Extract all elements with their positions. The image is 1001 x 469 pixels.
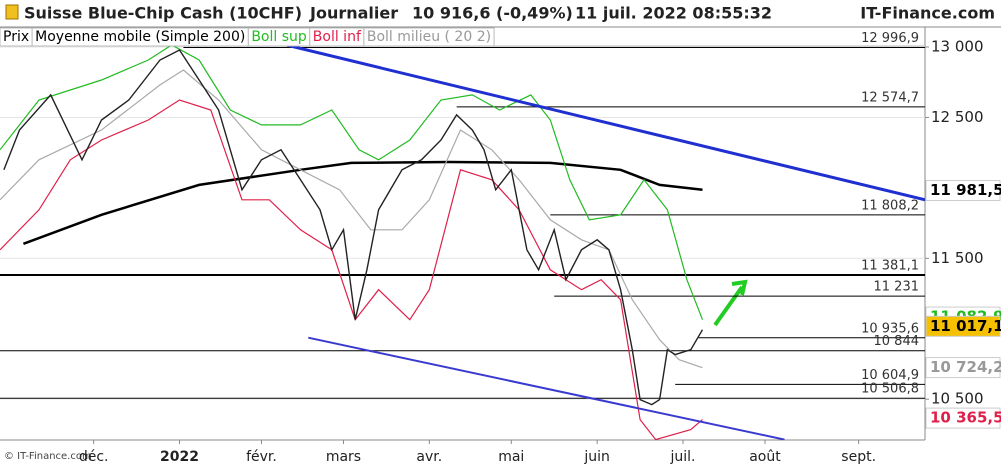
- price-tag: [925, 315, 1001, 337]
- series-line: [22, 160, 703, 245]
- quote: 10 916,6 (-0,49%): [412, 4, 573, 23]
- level-label: 11 231: [874, 280, 920, 295]
- footer: © IT-Finance.com: [4, 451, 92, 462]
- x-tick-label: juin: [583, 449, 610, 465]
- price-line: [3, 49, 704, 406]
- level-label: 12 996,9: [861, 31, 919, 46]
- price-tag: [925, 357, 1001, 379]
- trendline: [308, 336, 785, 440]
- price-tag-label: 10 724,2: [930, 358, 1001, 376]
- x-tick-label: juil.: [670, 449, 696, 465]
- level-label: 10 604,9: [861, 368, 919, 383]
- y-tick-label: 13 000: [931, 38, 984, 56]
- period: Journalier: [309, 4, 398, 23]
- series-line: [0, 69, 703, 369]
- legend-label: Boll inf: [313, 29, 362, 45]
- price-tag-label: 10 365,5: [930, 409, 1001, 427]
- x-tick-label: août: [749, 449, 781, 465]
- price-tag: [925, 407, 1001, 429]
- y-tick-label: 12 500: [931, 108, 984, 126]
- logo: [5, 4, 19, 20]
- level-label: 10 935,6: [861, 321, 919, 336]
- level-label: 10 844: [874, 334, 920, 349]
- series-line: [0, 99, 703, 440]
- price-tag-label: 11 017,1: [930, 317, 1001, 335]
- level-label: 10 506,8: [861, 382, 919, 397]
- legend-label: Boll milieu ( 20 2): [367, 29, 491, 45]
- trendline: [209, 28, 925, 202]
- legend-box: [363, 27, 495, 47]
- x-tick-label: avr.: [416, 449, 442, 465]
- legend-label: Moyenne mobile (Simple 200): [35, 29, 245, 45]
- arrow: [713, 279, 748, 327]
- level-label: 12 574,7: [861, 90, 919, 105]
- legend-label: Prix: [3, 29, 29, 45]
- y-tick-label: 10 500: [931, 390, 984, 408]
- level-label: 11 808,2: [861, 198, 919, 213]
- price-tag: [925, 179, 1001, 201]
- title: Suisse Blue-Chip Cash (10CHF): [24, 4, 302, 23]
- legend-label: Boll sup: [251, 29, 307, 45]
- level-label: 11 381,1: [861, 259, 919, 274]
- x-tick-label: mai: [498, 449, 524, 465]
- x-tick-label: févr.: [246, 449, 277, 465]
- datetime: 11 juil. 2022 08:55:32: [575, 4, 772, 23]
- site: IT-Finance.com: [860, 4, 995, 23]
- x-tick-label: 2022: [160, 449, 199, 465]
- x-tick-label: sept.: [841, 449, 876, 465]
- y-tick-label: 11 500: [931, 249, 984, 267]
- price-tag-label: 11 981,5: [930, 181, 1001, 199]
- x-tick-label: déc.: [79, 449, 109, 465]
- x-tick-label: mars: [326, 449, 361, 465]
